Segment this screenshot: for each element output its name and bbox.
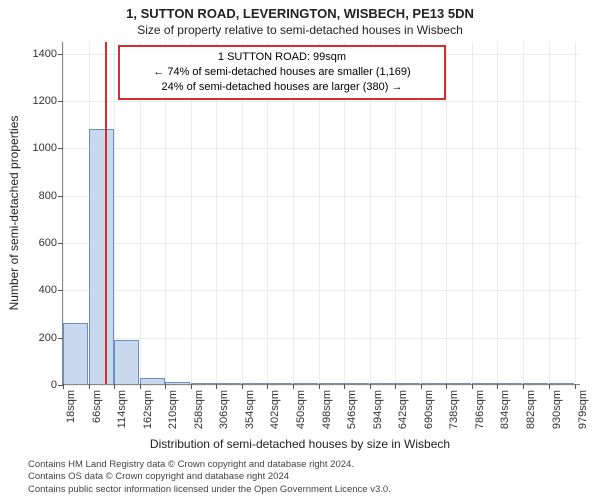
xtick-label: 210sqm (167, 390, 179, 429)
xtick-mark (216, 384, 217, 389)
xtick-mark (140, 384, 141, 389)
histogram-bar (370, 383, 395, 384)
histogram-bar (395, 383, 420, 384)
gridline-v (472, 42, 473, 384)
ytick-label: 200 (39, 332, 63, 344)
xtick-label: 738sqm (448, 390, 460, 429)
footer-line-3: Contains public sector information licen… (28, 484, 600, 496)
xtick-label: 546sqm (346, 390, 358, 429)
xtick-label: 258sqm (193, 390, 205, 429)
xtick-mark (293, 384, 294, 389)
gridline-v (523, 42, 524, 384)
ytick-label: 600 (39, 237, 63, 249)
histogram-bar (293, 383, 318, 384)
xtick-mark (523, 384, 524, 389)
xtick-mark (114, 384, 115, 389)
xtick-label: 306sqm (218, 390, 230, 429)
xtick-label: 642sqm (397, 390, 409, 429)
xtick-mark (575, 384, 576, 389)
chart-title-main: 1, SUTTON ROAD, LEVERINGTON, WISBECH, PE… (0, 6, 600, 21)
histogram-bar (472, 383, 497, 384)
xtick-mark (191, 384, 192, 389)
xtick-label: 834sqm (499, 390, 511, 429)
gridline-v (575, 42, 576, 384)
chart-title-sub: Size of property relative to semi-detach… (0, 23, 600, 37)
ytick-label: 1200 (33, 95, 63, 107)
gridline-v (446, 42, 447, 384)
annotation-line-2: ← 74% of semi-detached houses are smalle… (126, 65, 438, 80)
xtick-mark (497, 384, 498, 389)
xtick-label: 18sqm (65, 390, 77, 423)
xtick-label: 498sqm (321, 390, 333, 429)
xtick-label: 690sqm (423, 390, 435, 429)
histogram-bar (523, 383, 548, 384)
xtick-mark (446, 384, 447, 389)
xtick-mark (63, 384, 64, 389)
xtick-mark (370, 384, 371, 389)
xtick-label: 402sqm (269, 390, 281, 429)
xtick-mark (165, 384, 166, 389)
xtick-label: 66sqm (91, 390, 103, 423)
histogram-bar (114, 340, 139, 384)
xtick-label: 114sqm (116, 390, 128, 428)
histogram-bar (421, 383, 446, 384)
xtick-label: 594sqm (372, 390, 384, 429)
histogram-bar (242, 383, 267, 384)
xtick-mark (89, 384, 90, 389)
xtick-mark (267, 384, 268, 389)
histogram-bar (549, 383, 574, 384)
xtick-label: 354sqm (244, 390, 256, 429)
annotation-line-1: 1 SUTTON ROAD: 99sqm (126, 50, 438, 65)
histogram-bar (446, 383, 471, 384)
xtick-mark (344, 384, 345, 389)
xtick-label: 162sqm (142, 390, 154, 429)
xtick-mark (472, 384, 473, 389)
x-axis-title: Distribution of semi-detached houses by … (0, 437, 600, 451)
annotation-box: 1 SUTTON ROAD: 99sqm← 74% of semi-detach… (118, 45, 446, 100)
histogram-bar (165, 382, 190, 384)
histogram-bar (319, 383, 344, 384)
histogram-bar (89, 129, 114, 384)
xtick-mark (242, 384, 243, 389)
histogram-bar (63, 323, 88, 385)
xtick-mark (319, 384, 320, 389)
y-axis-title: Number of semi-detached properties (7, 116, 21, 311)
xtick-mark (549, 384, 550, 389)
xtick-label: 786sqm (474, 390, 486, 429)
ytick-label: 1000 (33, 142, 63, 154)
histogram-bar (344, 383, 369, 384)
footer-attribution: Contains HM Land Registry data © Crown c… (0, 459, 600, 496)
chart-container: 1, SUTTON ROAD, LEVERINGTON, WISBECH, PE… (0, 0, 600, 500)
annotation-line-3: 24% of semi-detached houses are larger (… (126, 80, 438, 95)
histogram-bar (191, 383, 216, 384)
footer-line-1: Contains HM Land Registry data © Crown c… (28, 459, 600, 471)
histogram-bar (216, 383, 241, 384)
footer-line-2: Contains OS data © Crown copyright and d… (28, 471, 600, 483)
ytick-label: 400 (39, 284, 63, 296)
gridline-v (497, 42, 498, 384)
histogram-bar (497, 383, 522, 384)
ytick-label: 800 (39, 190, 63, 202)
ytick-label: 0 (51, 379, 63, 391)
gridline-v (114, 42, 115, 384)
xtick-mark (421, 384, 422, 389)
gridline-v (549, 42, 550, 384)
histogram-bar (267, 383, 292, 384)
xtick-label: 450sqm (295, 390, 307, 429)
xtick-label: 882sqm (525, 390, 537, 429)
xtick-label: 979sqm (577, 390, 589, 429)
ytick-label: 1400 (33, 48, 63, 60)
xtick-label: 930sqm (551, 390, 563, 429)
xtick-mark (395, 384, 396, 389)
histogram-bar (140, 378, 165, 384)
property-marker-line (105, 42, 107, 384)
